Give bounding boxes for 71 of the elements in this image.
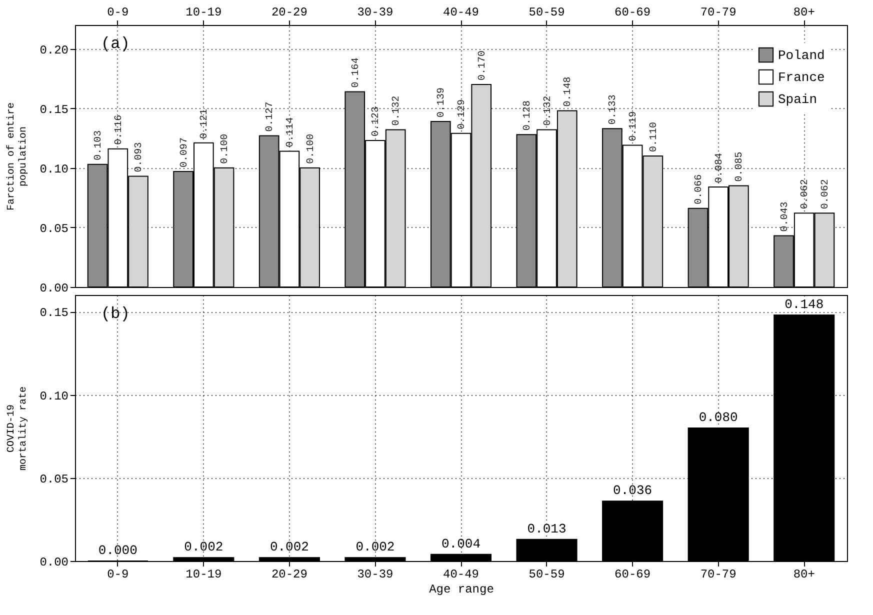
data-label: 0.097	[179, 137, 190, 168]
x-tick-label: 0-9	[107, 6, 129, 20]
data-label: 0.085	[734, 152, 746, 182]
data-label: 0.139	[436, 87, 448, 118]
data-label: 0.084	[714, 152, 726, 183]
y-tick-label: 0.00	[40, 556, 68, 570]
data-label: 0.080	[698, 410, 738, 425]
y-tick-label: 0.15	[40, 306, 68, 320]
x-tick-label: 80+	[793, 6, 815, 20]
y-tick-label: 0.15	[40, 102, 68, 117]
data-label: 0.036	[613, 483, 652, 498]
y-axis-title: Farction of entire population	[6, 102, 30, 211]
data-label: 0.119	[628, 111, 640, 142]
data-label: 0.128	[522, 100, 534, 131]
legend-label: Spain	[778, 92, 818, 107]
data-label: 0.148	[563, 76, 574, 107]
data-label: 0.114	[285, 117, 296, 148]
data-label: 0.004	[441, 536, 481, 552]
data-label: 0.132	[392, 96, 403, 126]
data-label: 0.103	[94, 130, 105, 160]
data-label: 0.062	[800, 179, 812, 210]
x-tick-label: 50-59	[528, 6, 565, 20]
data-label: 0.062	[820, 179, 832, 210]
x-tick-label: 30-39	[357, 568, 394, 582]
data-label: 0.121	[200, 108, 211, 139]
y-tick-label: 0.10	[40, 389, 68, 404]
y-axis-title: COVID-19 mortality rate	[6, 386, 30, 471]
x-tick-label: 10-19	[186, 568, 222, 582]
annotation: (a)	[101, 35, 130, 53]
data-label: 0.116	[114, 114, 125, 145]
x-tick-label: 80+	[793, 568, 815, 582]
data-label: 0.170	[477, 50, 488, 81]
y-tick-label: 0.05	[40, 472, 68, 486]
y-tick-label: 0.05	[40, 222, 68, 236]
data-label: 0.002	[184, 540, 224, 555]
data-label: 0.002	[270, 540, 309, 555]
data-label: 0.132	[542, 96, 554, 126]
y-tick-label: 0.00	[40, 282, 68, 296]
data-label: 0.100	[220, 134, 232, 164]
data-label: 0.093	[134, 142, 146, 172]
data-label: 0.002	[356, 540, 395, 555]
x-tick-label: 40-49	[442, 568, 480, 582]
data-label: 0.043	[780, 202, 791, 232]
x-axis-title: Age range	[429, 582, 494, 596]
data-label: 0.164	[350, 58, 362, 88]
x-tick-label: 70-79	[700, 6, 736, 20]
x-tick-label: 60-69	[614, 568, 651, 582]
x-tick-label: 20-29	[271, 6, 308, 20]
data-label: 0.123	[371, 106, 382, 137]
data-label: 0.000	[98, 543, 138, 558]
y-tick-label: 0.20	[40, 43, 68, 58]
legend-label: Poland	[778, 48, 825, 63]
x-tick-label: 50-59	[528, 568, 565, 582]
x-tick-label: 70-79	[700, 568, 736, 582]
data-label: 0.133	[608, 94, 620, 125]
data-label: 0.013	[527, 521, 566, 536]
data-label: 0.127	[265, 102, 276, 132]
data-label: 0.129	[457, 99, 468, 130]
legend-label: France	[778, 70, 825, 85]
y-tick-label: 0.10	[40, 162, 68, 176]
data-label: 0.066	[694, 174, 705, 204]
x-tick-label: 40-49	[442, 6, 480, 20]
x-tick-label: 30-39	[357, 6, 394, 20]
data-label: 0.148	[784, 296, 824, 312]
x-tick-label: 0-9	[107, 568, 129, 582]
x-tick-label: 20-29	[271, 568, 308, 582]
x-tick-label: 10-19	[186, 6, 222, 20]
x-tick-label: 60-69	[614, 6, 651, 20]
annotation: (b)	[101, 305, 130, 323]
data-label: 0.110	[648, 122, 660, 152]
data-label: 0.100	[306, 134, 317, 164]
